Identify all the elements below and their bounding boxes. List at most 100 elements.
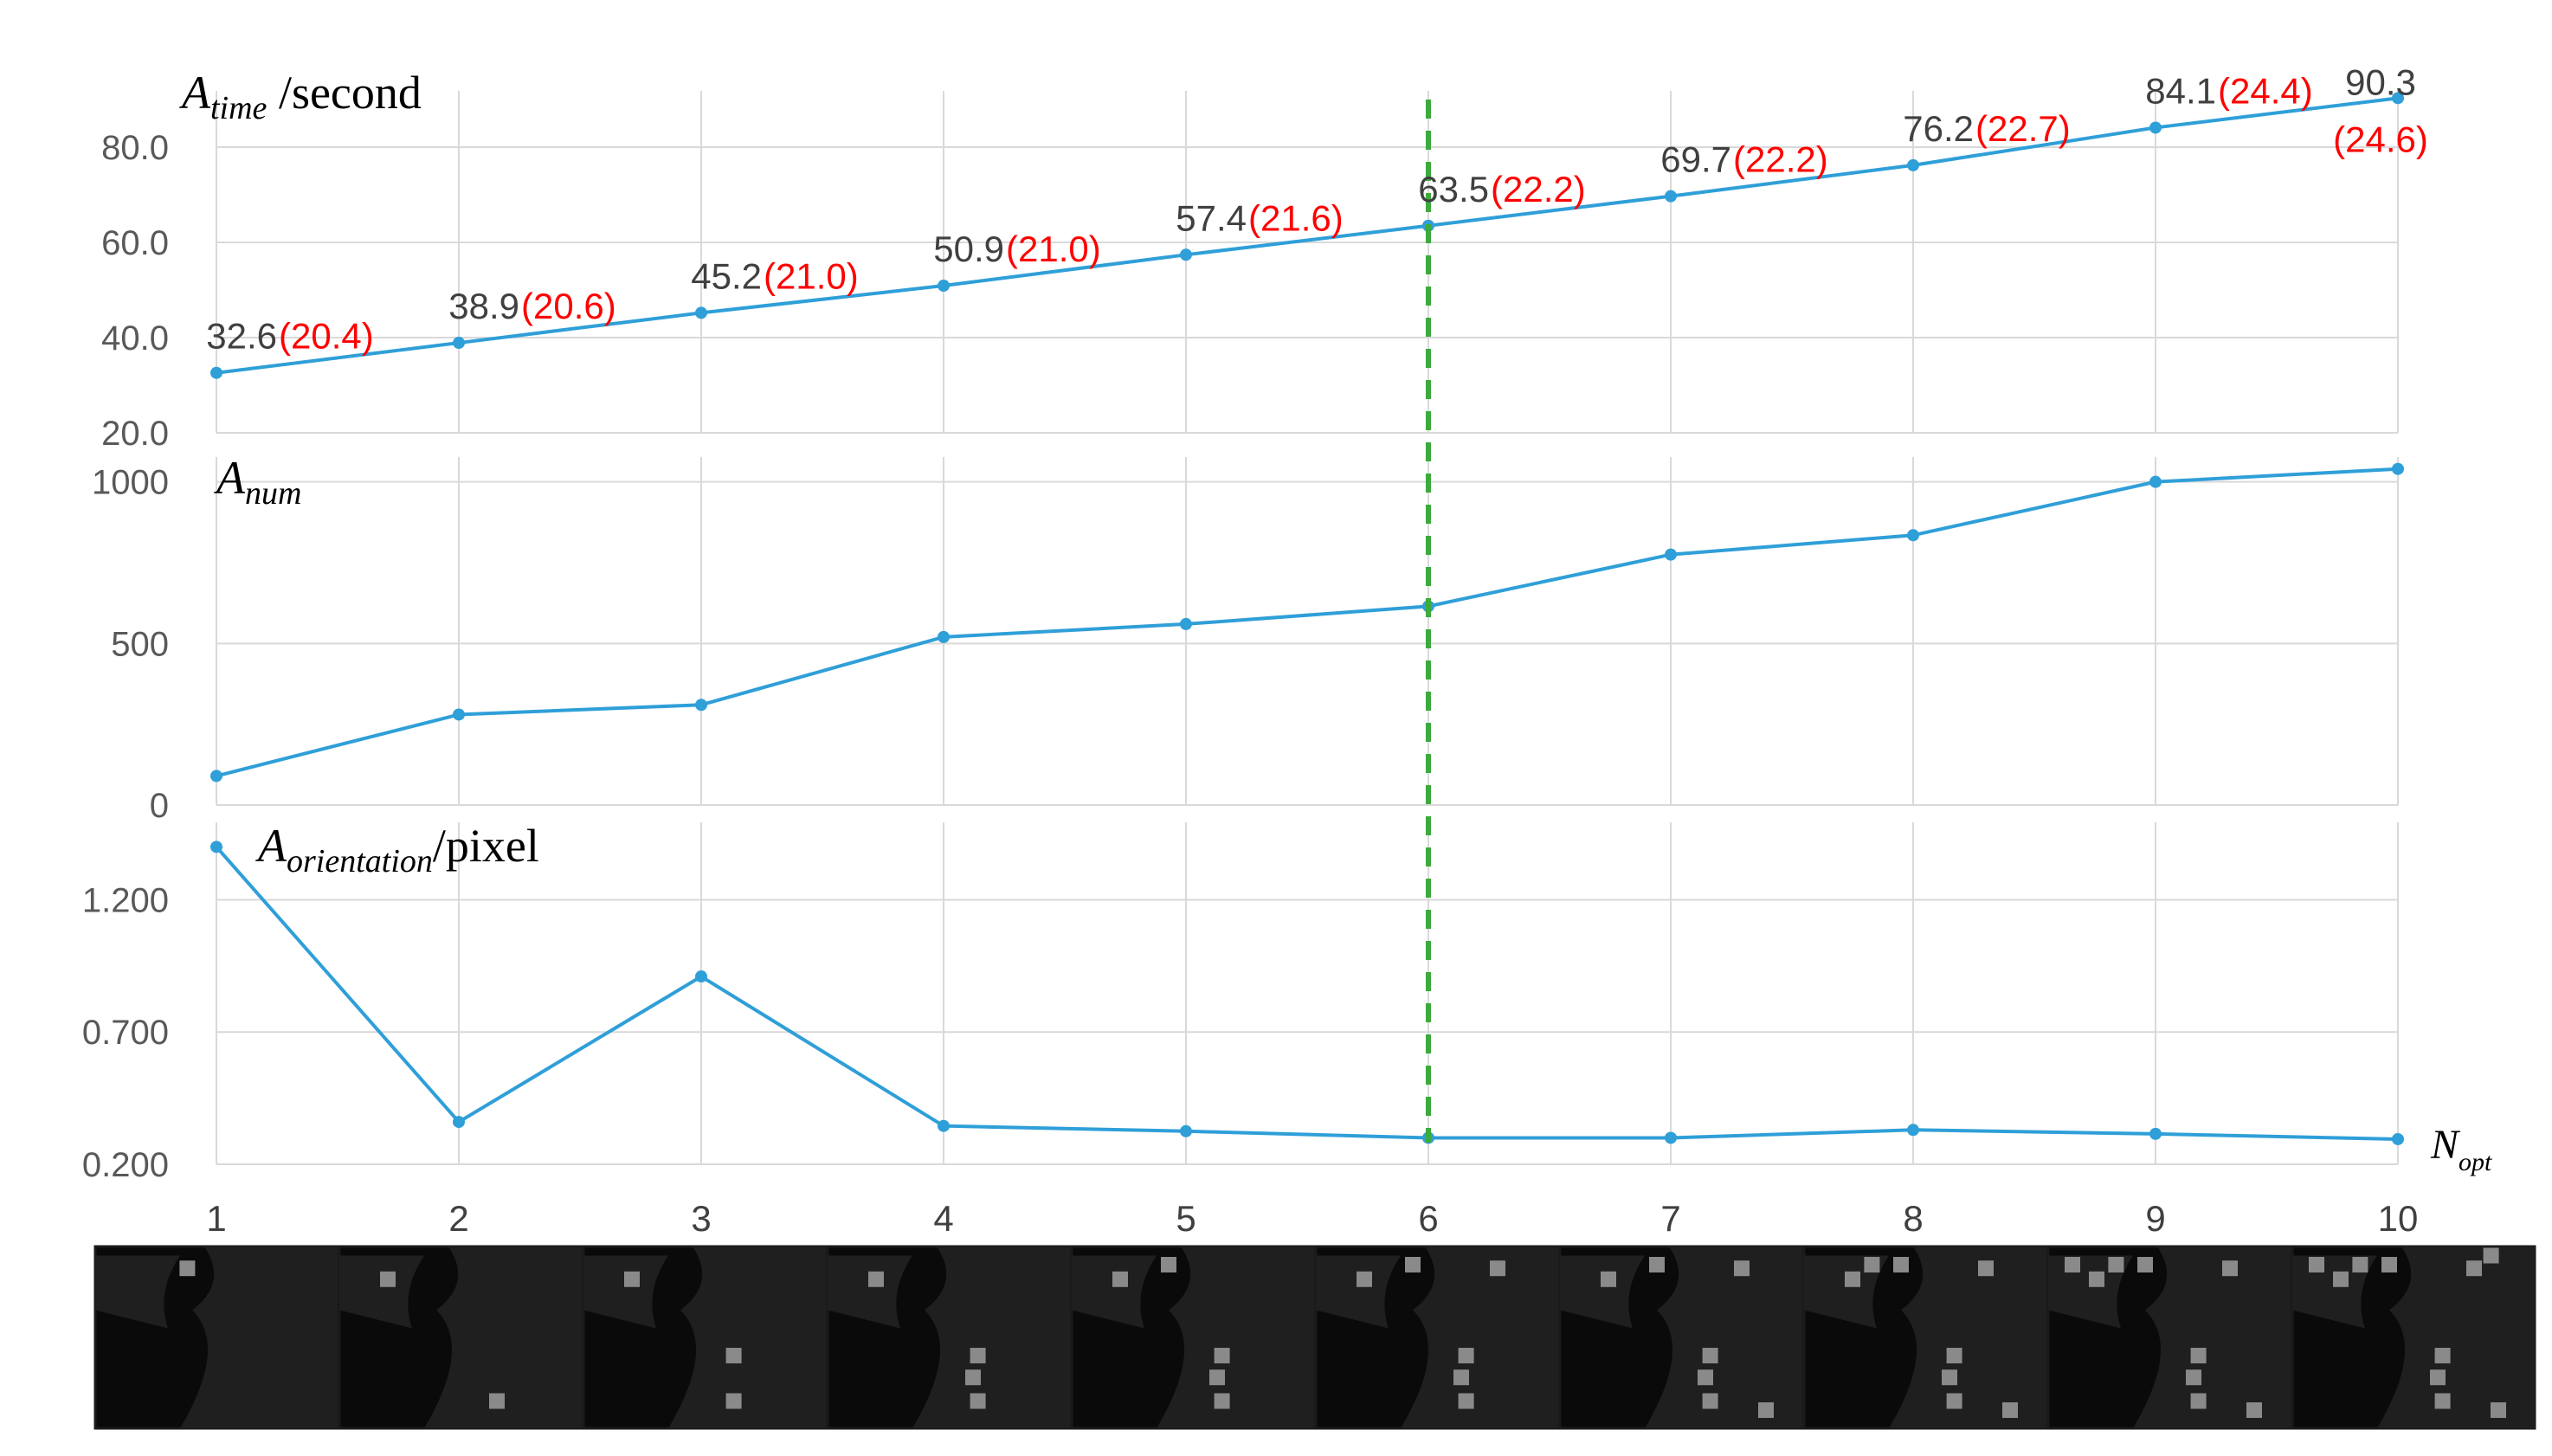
thumbnail-land <box>1157 1247 1314 1428</box>
thumbnail-marker <box>970 1393 986 1409</box>
secondary-label: (21.0) <box>1006 229 1101 269</box>
label-layer: 20.0 40.0 60.0 80.0 32.6 (20.4) 38.9 (20.6) 45.2… <box>82 61 2428 1239</box>
data-point <box>1907 529 1919 542</box>
y-tick-label: 0 <box>150 787 169 825</box>
data-point <box>938 280 950 293</box>
data-label: 63.5 <box>1418 169 1489 209</box>
data-point <box>938 630 950 643</box>
thumbnail-marker <box>1702 1393 1718 1409</box>
x-axis-label: Nopt <box>2430 1122 2492 1176</box>
thumbnail-marker <box>970 1348 986 1363</box>
data-point <box>2392 462 2404 475</box>
thumbnail-marker <box>725 1393 742 1409</box>
thumbnail-marker <box>1978 1260 1994 1277</box>
satellite-thumbnail <box>826 1245 1072 1430</box>
data-point <box>453 1116 465 1129</box>
y-tick-label: 0.200 <box>82 1146 169 1184</box>
thumbnail-marker <box>868 1271 884 1287</box>
thumbnail-marker <box>1845 1271 1860 1287</box>
thumbnail-marker <box>1734 1260 1750 1277</box>
secondary-label: (21.6) <box>1248 197 1344 238</box>
data-point <box>210 366 222 379</box>
thumbnail-marker <box>2002 1402 2018 1418</box>
satellite-thumbnail <box>1802 1245 2048 1430</box>
data-point <box>938 1119 950 1132</box>
panel-title-num: Anum <box>214 452 301 512</box>
thumbnail-marker <box>2333 1271 2349 1287</box>
thumbnail-marker <box>624 1271 640 1287</box>
data-label: 38.9 <box>448 286 519 326</box>
thumbnail-land <box>828 1255 912 1329</box>
data-point <box>453 337 465 350</box>
thumbnail-marker <box>2108 1257 2124 1272</box>
thumbnail-land <box>2377 1247 2535 1428</box>
data-label: 50.9 <box>933 229 1004 269</box>
thumbnail-marker <box>1758 1402 1774 1418</box>
thumbnail-marker <box>2491 1402 2506 1418</box>
x-tick-label: 3 <box>691 1198 711 1239</box>
thumbnail-marker <box>1601 1271 1616 1287</box>
thumbnail-land <box>2133 1247 2291 1428</box>
thumbnail-marker <box>1357 1271 1372 1287</box>
thumbnail-marker <box>1702 1348 1718 1363</box>
thumbnail-marker <box>380 1271 396 1287</box>
thumbnail-marker <box>2483 1247 2499 1264</box>
x-tick-label: 10 <box>2378 1198 2419 1239</box>
data-label: 76.2 <box>1903 108 1974 149</box>
thumbnail-marker <box>1490 1260 1505 1277</box>
thumbnail-marker <box>2309 1257 2324 1272</box>
thumbnail-marker <box>489 1393 505 1409</box>
x-tick-label: 8 <box>1903 1198 1923 1239</box>
data-point <box>1665 1131 1677 1144</box>
thumbnail-marker <box>2434 1393 2451 1409</box>
secondary-label: (24.6) <box>2333 119 2428 159</box>
thumbnail-land <box>1072 1255 1157 1329</box>
thumbnail-land <box>339 1255 424 1329</box>
data-point <box>210 770 222 783</box>
data-label: 32.6 <box>206 316 277 357</box>
secondary-label: (22.2) <box>1491 169 1586 209</box>
secondary-label: (24.4) <box>2218 70 2313 111</box>
data-point <box>453 708 465 721</box>
thumbnail-marker <box>1946 1348 1962 1363</box>
thumbnail-strip <box>93 1245 2536 1430</box>
thumbnail-marker <box>2430 1369 2446 1386</box>
series-line-panel-2 <box>216 467 2399 778</box>
data-point <box>2149 121 2162 134</box>
data-point <box>1180 1124 1192 1137</box>
thumbnail-marker <box>1214 1348 1230 1363</box>
data-point <box>695 699 707 712</box>
y-tick-label: 1000 <box>92 464 169 502</box>
satellite-thumbnail <box>1070 1245 1316 1430</box>
thumbnail-land <box>668 1247 826 1428</box>
x-tick-label: 7 <box>1660 1198 1680 1239</box>
x-tick-label: 2 <box>448 1198 468 1239</box>
thumbnail-marker <box>2089 1271 2104 1287</box>
thumbnail-marker <box>2190 1348 2207 1363</box>
thumbnail-marker <box>2352 1257 2368 1272</box>
thumbnail-marker <box>1946 1393 1962 1409</box>
thumbnail-marker <box>2246 1402 2262 1418</box>
thumbnail-land <box>1889 1247 2046 1428</box>
data-label: 45.2 <box>691 255 762 296</box>
data-point <box>2392 1132 2404 1145</box>
data-point <box>695 970 707 983</box>
thumbnail-marker <box>179 1260 196 1277</box>
data-point <box>1665 190 1677 203</box>
series-line-panel-1 <box>216 96 2399 375</box>
thumbnail-marker <box>2466 1260 2482 1277</box>
x-tick-label: 9 <box>2145 1198 2165 1239</box>
thumbnail-land <box>912 1247 1070 1428</box>
thumbnail-marker <box>1161 1257 1176 1272</box>
thumbnail-marker <box>1649 1257 1665 1272</box>
y-tick-label: 80.0 <box>101 129 169 167</box>
thumbnail-land <box>1401 1247 1558 1428</box>
data-point <box>210 841 222 854</box>
data-label: 69.7 <box>1660 139 1731 180</box>
data-point <box>1907 1124 1919 1137</box>
satellite-thumbnail <box>1314 1245 1560 1430</box>
thumbnail-marker <box>1458 1393 1474 1409</box>
thumbnail-marker <box>725 1348 742 1363</box>
thumbnail-marker <box>2186 1369 2201 1386</box>
thumbnail-marker <box>2222 1260 2238 1277</box>
